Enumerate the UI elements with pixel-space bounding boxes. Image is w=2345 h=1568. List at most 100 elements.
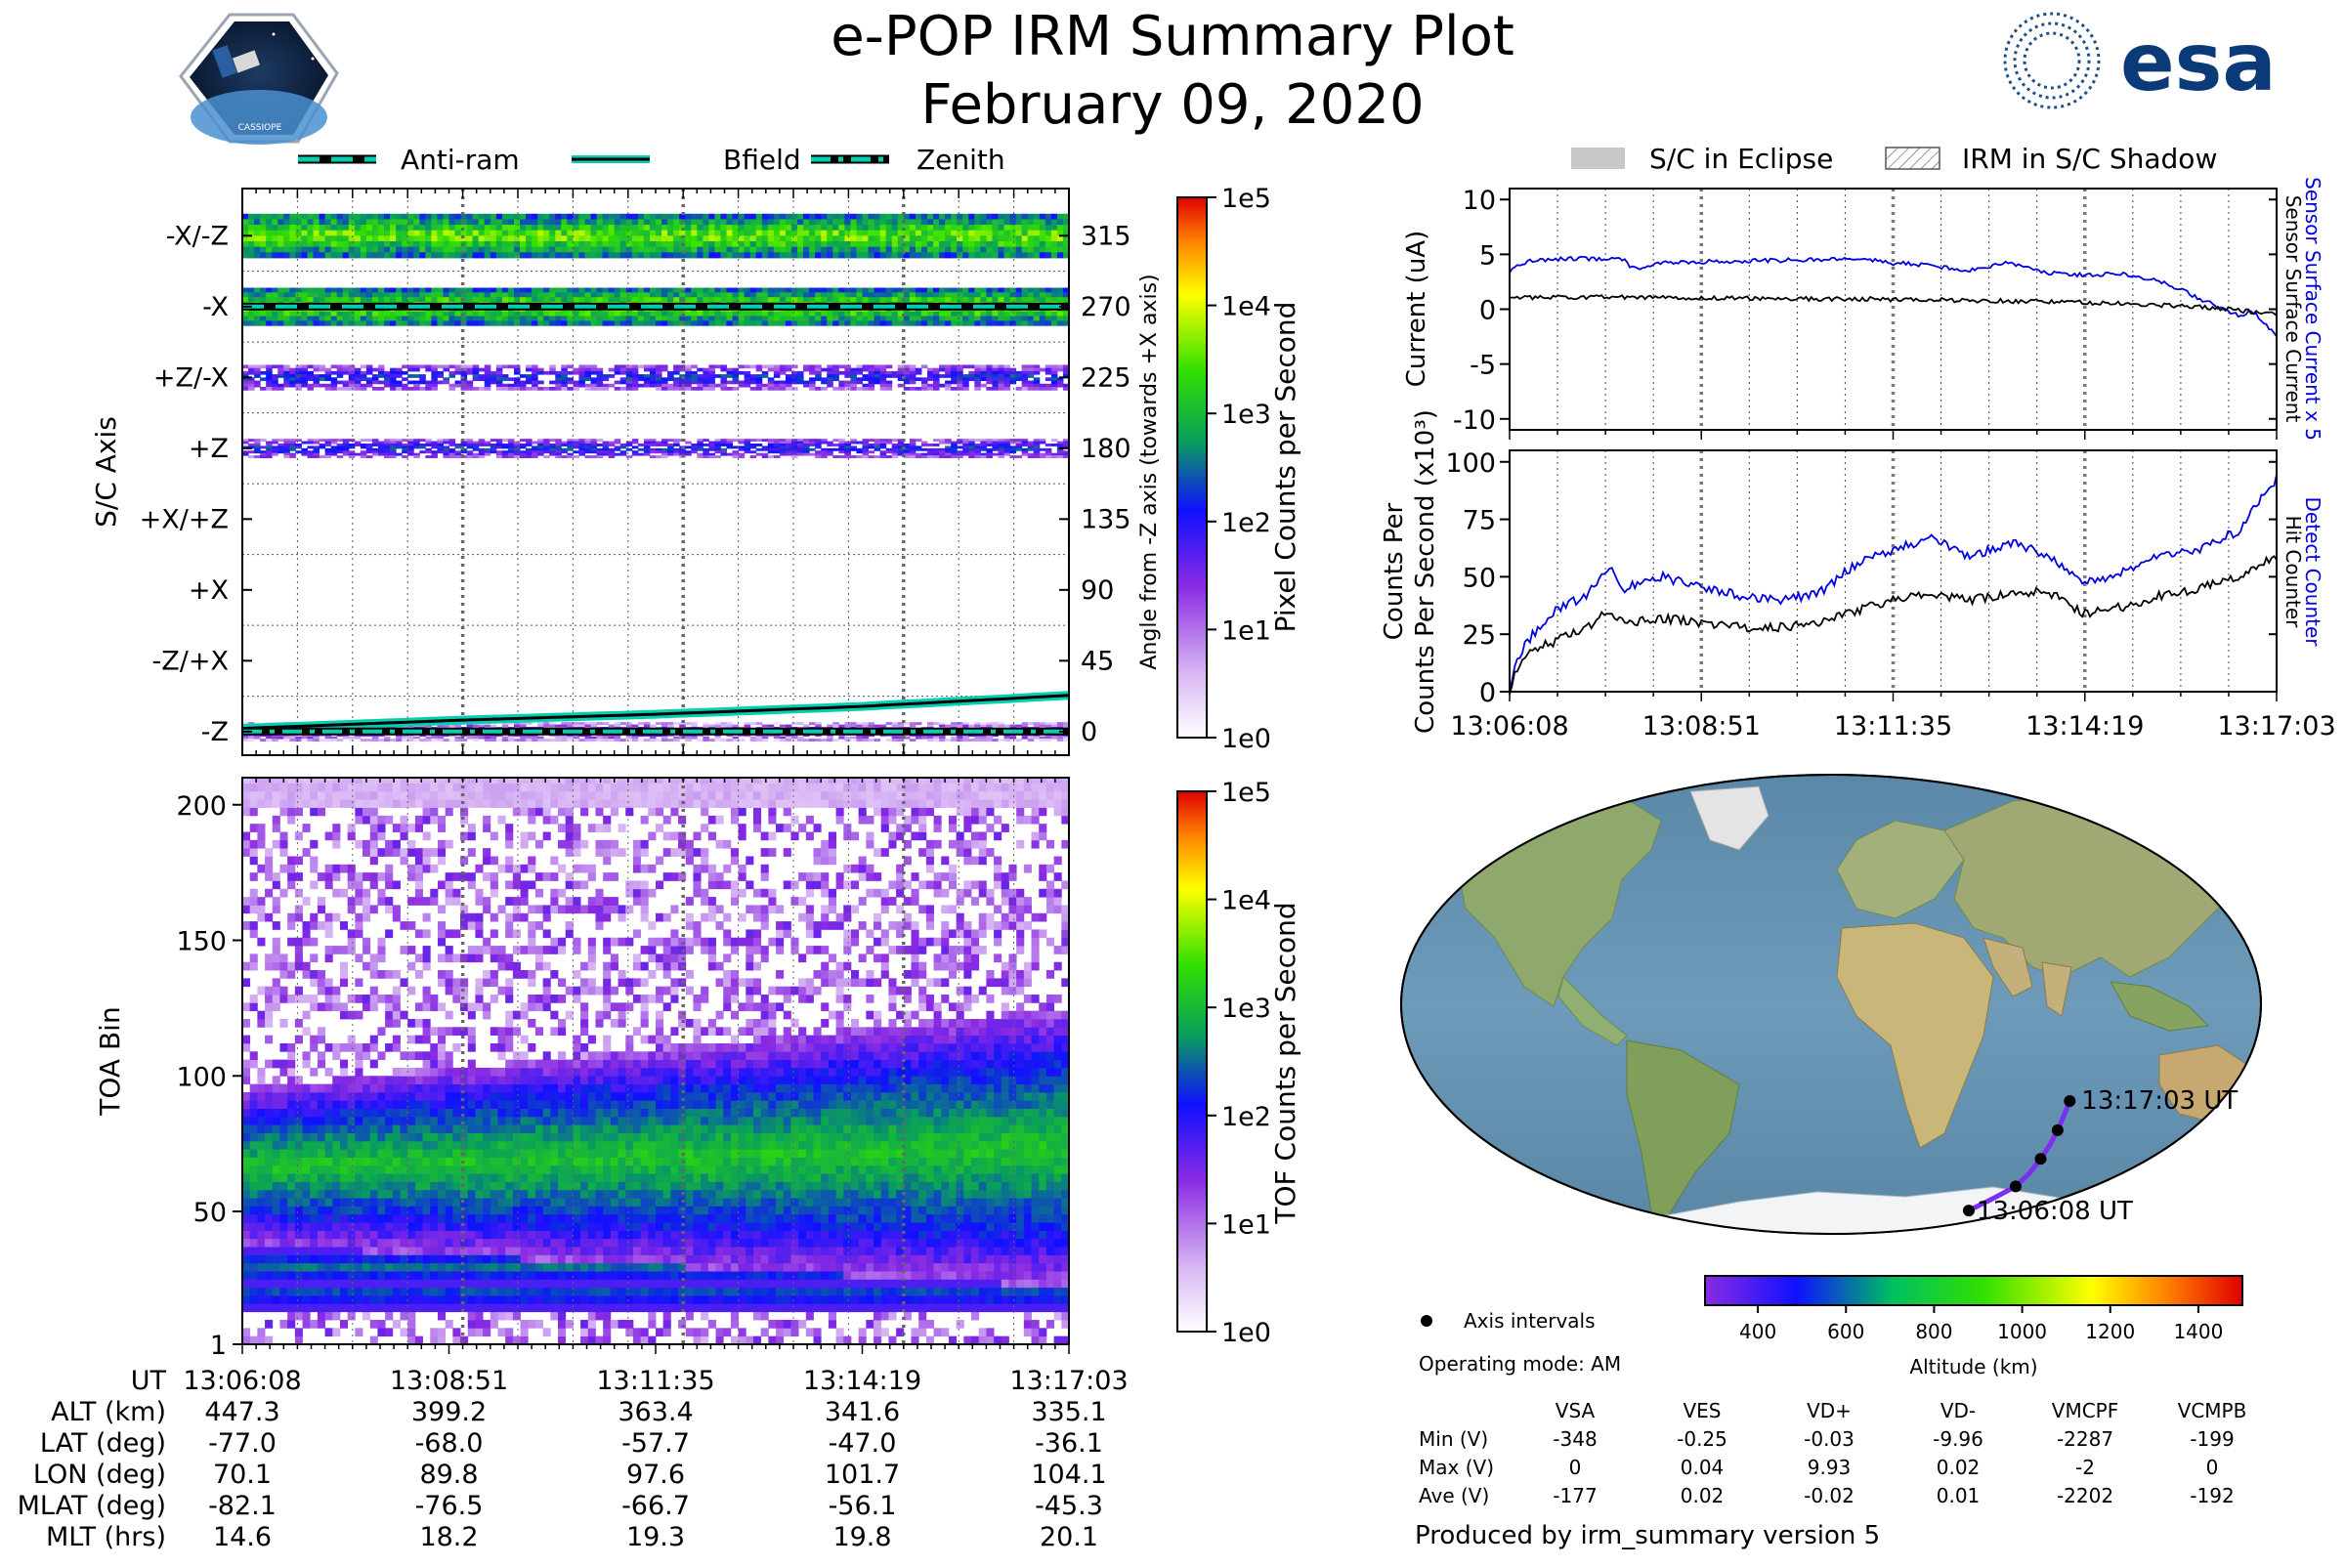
- sc-heat-cell: [314, 455, 320, 458]
- sc-heat-cell: [673, 453, 680, 456]
- sc-heat-cell: [756, 225, 763, 231]
- sc-heat-cell: [396, 219, 403, 225]
- sc-heat-cell: [892, 439, 899, 442]
- sc-heat-cell: [827, 377, 833, 381]
- sc-heat-cell: [750, 364, 757, 368]
- sc-heat-cell: [473, 292, 480, 297]
- sc-heat-cell: [532, 384, 538, 388]
- sc-heat-cell: [739, 292, 746, 297]
- sc-heat-cell: [1034, 214, 1041, 220]
- sc-heat-cell: [361, 312, 367, 317]
- sc-heat-cell: [532, 317, 538, 321]
- sc-heat-cell: [927, 455, 934, 458]
- sc-heat-cell: [750, 739, 757, 742]
- sc-heat-cell: [626, 320, 633, 325]
- sc-heat-cell: [844, 320, 851, 325]
- sc-heat-cell: [720, 219, 727, 225]
- sc-heat-cell: [520, 387, 527, 391]
- sc-heat-cell: [933, 439, 940, 442]
- sc-heat-cell: [626, 219, 633, 225]
- sc-heat-cell: [615, 387, 621, 391]
- sc-heat-cell: [1040, 231, 1046, 236]
- sc-heat-cell: [532, 368, 538, 372]
- sc-heat-cell: [508, 241, 515, 247]
- sc-heat-cell: [301, 235, 308, 241]
- sc-heat-cell: [803, 320, 810, 325]
- sc-heat-cell: [584, 292, 591, 297]
- sc-heat-cell: [283, 317, 290, 321]
- sc-heat-cell: [396, 235, 403, 241]
- sc-heat-cell: [443, 312, 449, 317]
- sc-heat-cell: [703, 247, 709, 253]
- sc-heat-cell: [325, 739, 332, 742]
- sc-heat-cell: [615, 252, 621, 258]
- sc-heat-cell: [980, 225, 987, 231]
- sc-heat-cell: [1022, 381, 1029, 385]
- sc-heat-cell: [620, 214, 627, 220]
- sc-heat-cell: [863, 225, 870, 231]
- sc-heat-cell: [986, 312, 993, 317]
- sc-heat-cell: [874, 320, 881, 325]
- sc-heat-cell: [248, 292, 255, 297]
- sc-heat-cell: [1057, 312, 1064, 317]
- sc-heat-cell: [561, 225, 568, 231]
- sc-heat-cell: [372, 247, 379, 253]
- sc-heat-cell: [378, 364, 385, 368]
- sc-heat-cell: [419, 317, 426, 321]
- sc-heat-cell: [980, 231, 987, 236]
- sc-heat-cell: [289, 455, 296, 458]
- sc-heat-cell: [951, 368, 958, 372]
- sc-heat-cell: [431, 231, 438, 236]
- sc-heat-cell: [609, 312, 616, 317]
- sc-heat-cell: [366, 252, 373, 258]
- sc-heat-cell: [697, 214, 704, 220]
- sc-heat-cell: [248, 225, 255, 231]
- sc-heat-cell: [390, 371, 397, 375]
- sc-heat-cell: [838, 450, 845, 453]
- sc-heat-cell: [632, 292, 639, 297]
- sc-heat-cell: [739, 448, 746, 451]
- sc-heat-cell: [467, 371, 474, 375]
- sc-heat-cell: [708, 387, 715, 391]
- sc-heat-cell: [756, 381, 763, 385]
- sc-heat-cell: [1022, 364, 1029, 368]
- sc-heat-cell: [555, 214, 562, 220]
- sc-heat-cell: [780, 725, 787, 728]
- sc-heat-cell: [850, 225, 857, 231]
- sc-heat-cell: [532, 739, 538, 742]
- sc-heat-cell: [974, 439, 981, 442]
- sc-heat-cell: [821, 292, 828, 297]
- sc-heat-cell: [301, 297, 308, 302]
- sc-heat-cell: [951, 225, 958, 231]
- sc-heat-cell: [992, 252, 999, 258]
- sc-heat-cell: [745, 450, 751, 453]
- sc-heat-cell: [697, 247, 704, 253]
- sc-heat-cell: [331, 247, 338, 253]
- sc-heat-cell: [921, 241, 928, 247]
- sc-heat-cell: [1034, 320, 1041, 325]
- sc-heat-cell: [561, 235, 568, 241]
- sc-heat-cell: [933, 371, 940, 375]
- sc-heat-cell: [402, 455, 408, 458]
- sc-heat-cell: [661, 387, 668, 391]
- sc-heat-cell: [502, 387, 509, 391]
- sc-heat-cell: [803, 214, 810, 220]
- sc-heat-cell: [437, 371, 444, 375]
- sc-heat-cell: [756, 453, 763, 456]
- sc-heat-cell: [301, 231, 308, 236]
- sc-heat-cell: [1057, 317, 1064, 321]
- sc-heat-cell: [473, 368, 480, 372]
- sc-heat-cell: [998, 252, 1004, 258]
- sc-heat-cell: [413, 320, 420, 325]
- sc-heat-cell: [467, 445, 474, 448]
- sc-heat-cell: [337, 214, 344, 220]
- sc-heat-cell: [361, 739, 367, 742]
- sc-heat-cell: [827, 288, 833, 293]
- sc-heat-cell: [1004, 297, 1011, 302]
- sc-heat-cell: [703, 455, 709, 458]
- sc-heat-cell: [910, 364, 917, 368]
- sc-heat-cell: [998, 288, 1004, 293]
- sc-heat-cell: [301, 252, 308, 258]
- sc-heat-cell: [307, 739, 314, 742]
